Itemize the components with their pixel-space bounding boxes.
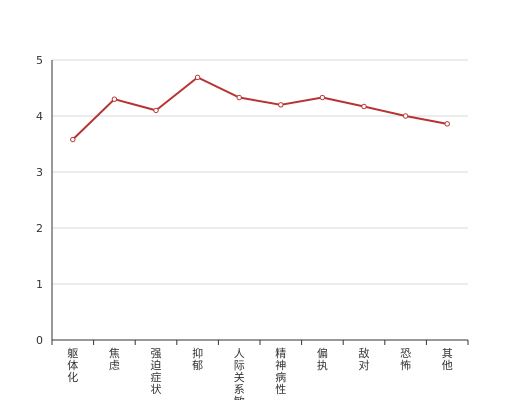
grid-lines <box>52 59 468 285</box>
y-tick-label: 5 <box>36 54 43 67</box>
data-point <box>236 94 242 101</box>
x-tick-labels: 躯体化 焦虑 强迫症状 抑郁 人际关系敏感 精神病性 偏执 敌对 恐怖 其他 <box>51 340 469 400</box>
data-point <box>194 74 201 81</box>
x-tick-label: 焦虑 <box>109 347 120 372</box>
x-tick-label: 恐怖 <box>400 347 411 372</box>
data-point <box>111 96 118 102</box>
x-tick-label: 强迫症状 <box>151 347 162 396</box>
data-point <box>444 121 450 127</box>
data-point <box>361 103 367 110</box>
data-point <box>402 113 409 119</box>
series <box>70 74 450 143</box>
x-tick-label: 其他 <box>442 347 453 372</box>
x-tick-label: 人际关系敏感 <box>234 347 245 400</box>
x-tick-label: 敌对 <box>359 346 370 372</box>
x-tick-label: 精神病性 <box>275 347 286 396</box>
x-tick-label: 抑郁 <box>192 346 203 372</box>
y-tick-label: 4 <box>36 110 43 123</box>
series-line <box>72 76 448 141</box>
y-tick-label: 1 <box>36 278 43 291</box>
y-tick-label: 3 <box>36 166 43 179</box>
data-point <box>278 102 284 108</box>
data-point <box>319 94 326 101</box>
y-tick-labels: 0 1 2 3 4 5 <box>36 54 43 347</box>
x-tick-label: 躯体化 <box>67 347 78 384</box>
x-tick-label: 偏执 <box>317 346 328 372</box>
data-point <box>153 107 159 114</box>
data-point <box>70 136 76 143</box>
y-tick-label: 0 <box>36 334 43 347</box>
y-tick-label: 2 <box>36 222 43 235</box>
